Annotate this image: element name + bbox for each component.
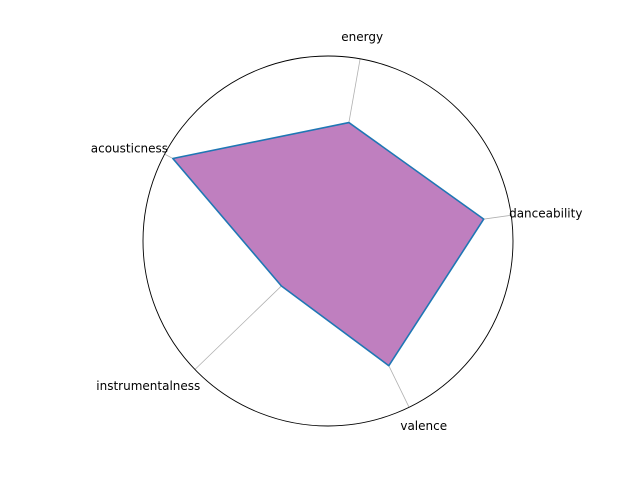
outer-circle	[142, 55, 514, 427]
series-fill	[172, 122, 484, 366]
axis-label-valence: valence	[400, 419, 447, 433]
axis-label-acousticness: acousticness	[91, 142, 168, 156]
axis-labels: danceability energy acousticness instrument…	[91, 30, 583, 433]
axis-label-danceability: danceability	[509, 207, 582, 221]
data-series	[172, 121, 485, 367]
axis-label-instrumentalness: instrumentalness	[96, 379, 200, 393]
series-line	[172, 121, 485, 367]
axis-label-energy: energy	[341, 30, 383, 44]
